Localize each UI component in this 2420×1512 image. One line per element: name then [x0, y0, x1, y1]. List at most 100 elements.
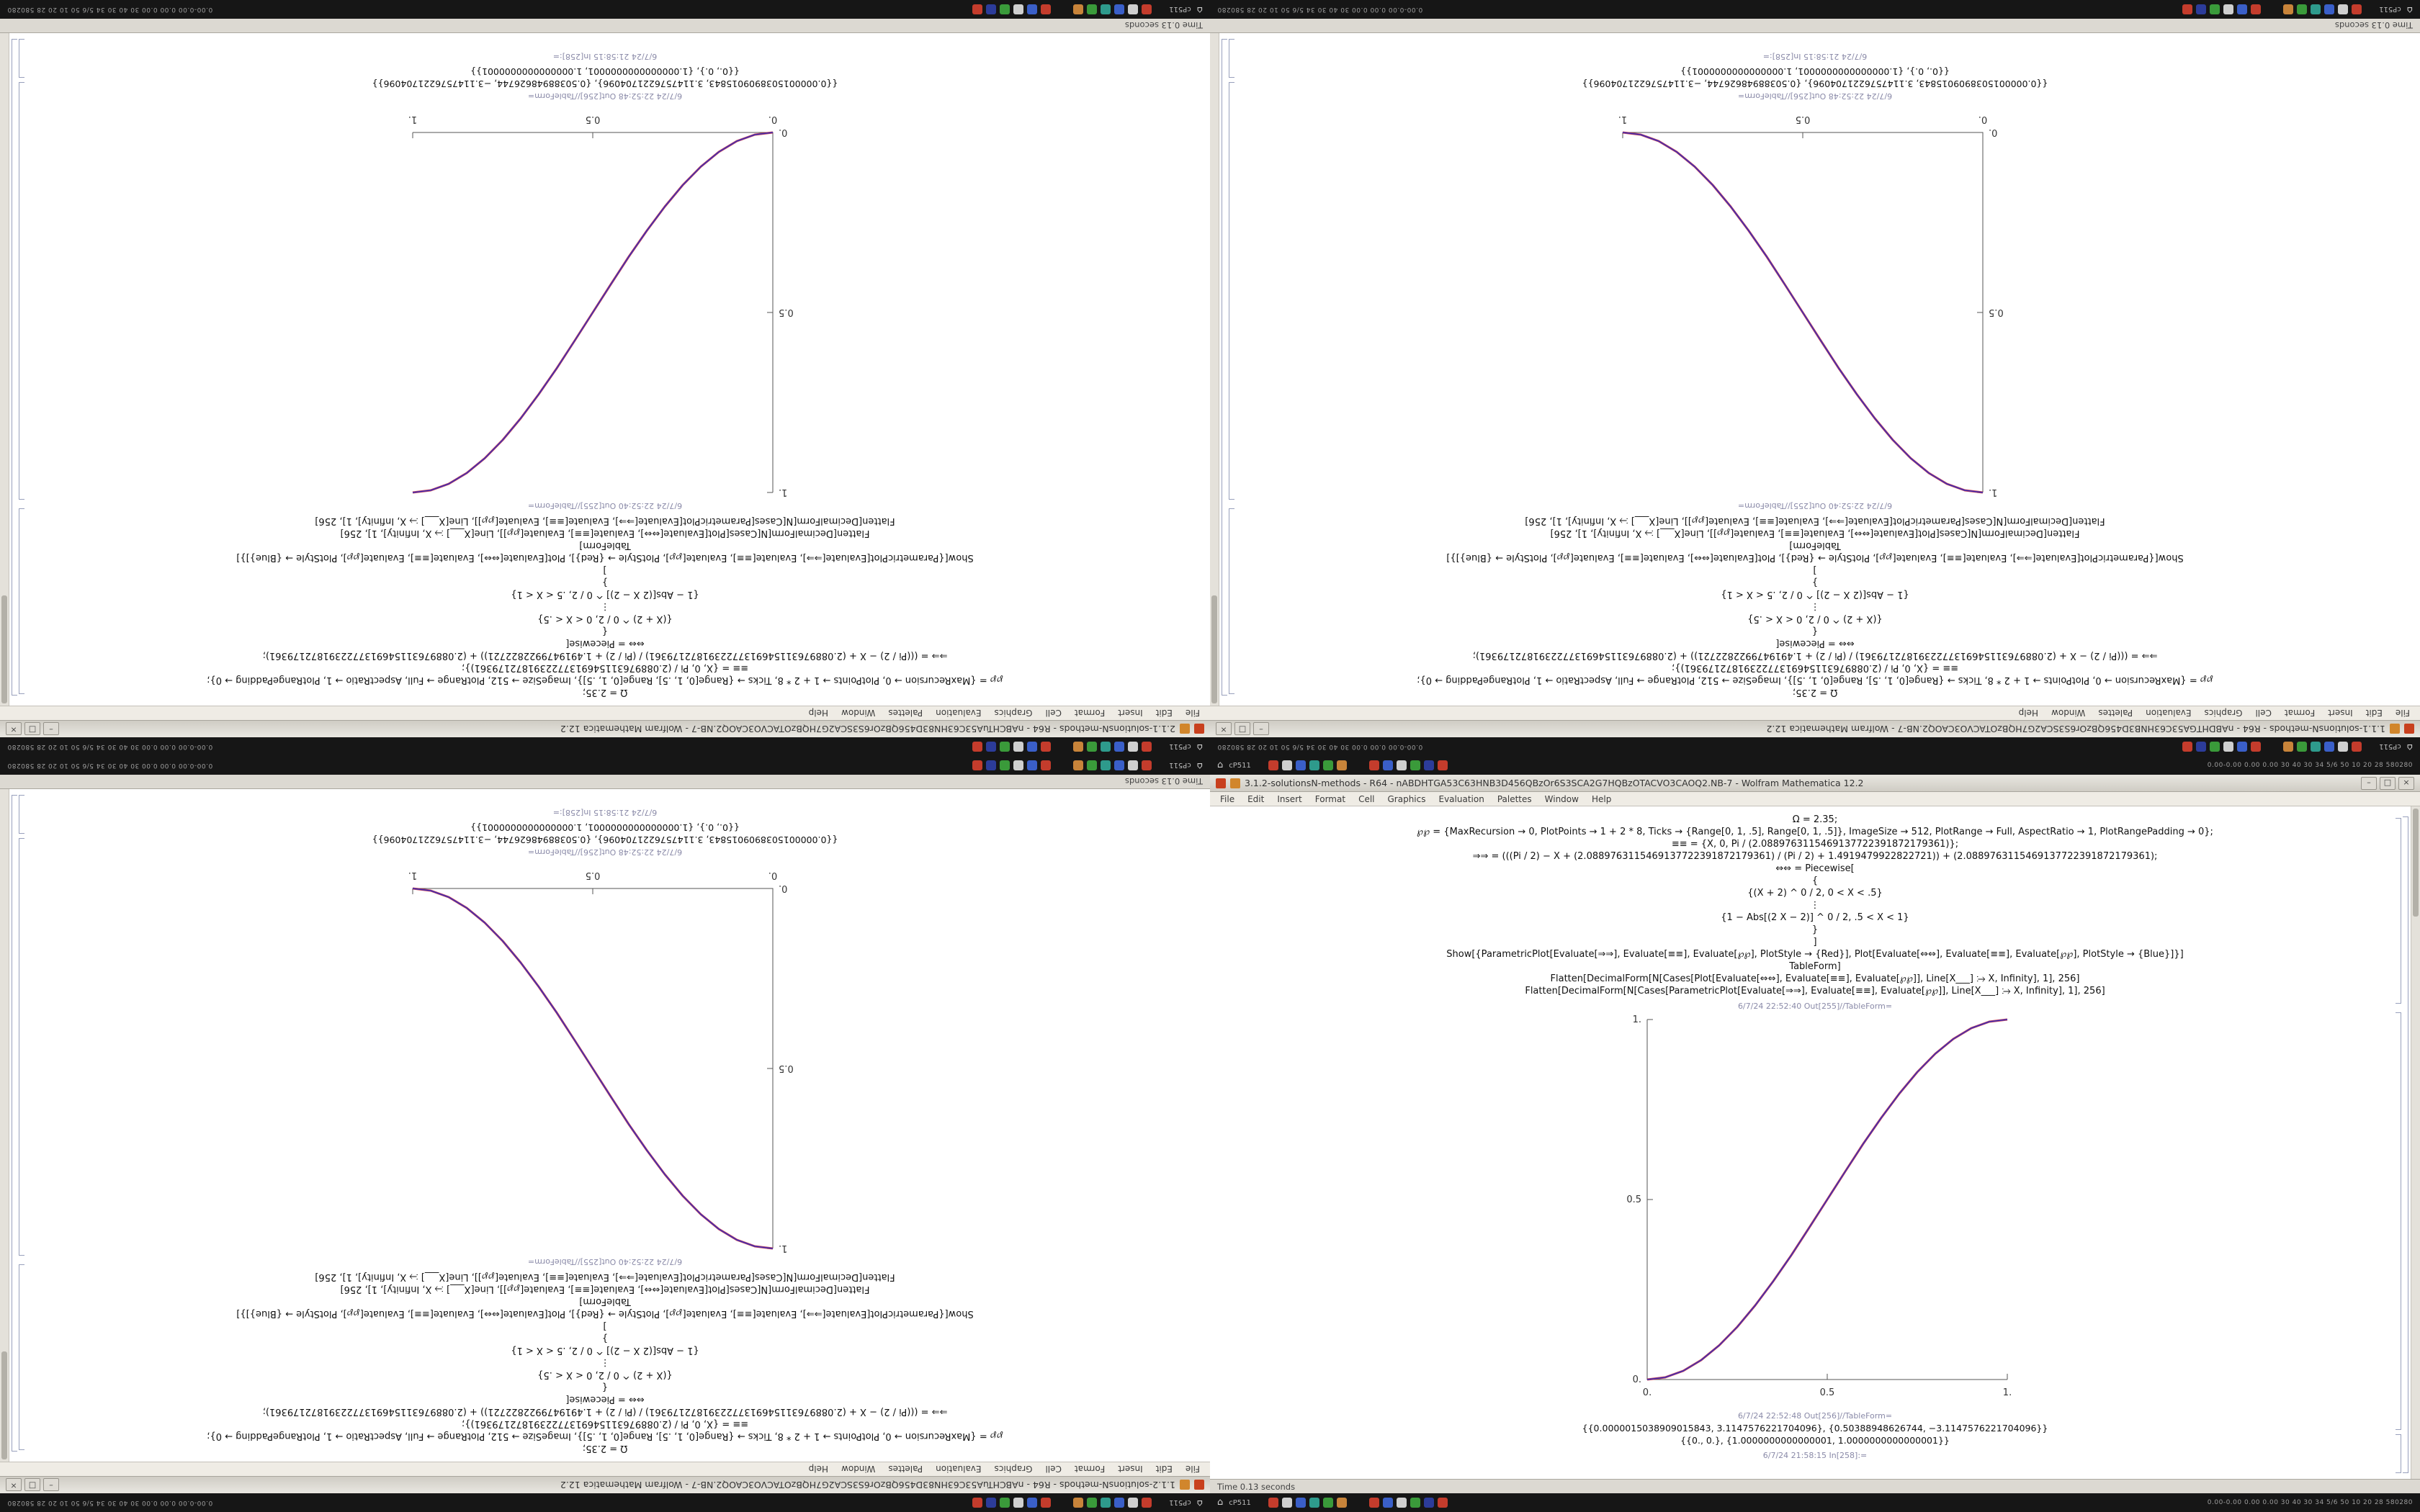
taskbar-app-icon[interactable]	[1073, 1498, 1084, 1508]
taskbar-app-icon[interactable]	[972, 760, 983, 770]
cell-bracket[interactable]	[19, 795, 24, 834]
taskbar-app-icon[interactable]	[1101, 4, 1111, 14]
taskbar-app-icon[interactable]	[1396, 1498, 1407, 1508]
input-cell-line[interactable]: ]	[603, 564, 607, 575]
scrollbar[interactable]	[1210, 33, 1219, 706]
taskbar-app-icon[interactable]	[2210, 4, 2220, 14]
cell-bracket[interactable]	[2396, 1434, 2401, 1473]
taskbar-app-icon[interactable]	[1382, 760, 1393, 770]
cell-bracket[interactable]	[19, 1264, 24, 1450]
menu-graphics[interactable]: Graphics	[1387, 793, 1426, 804]
input-cell-line[interactable]: }	[601, 1333, 609, 1344]
taskbar-app-icon[interactable]	[1268, 760, 1278, 770]
input-cell-line[interactable]: Flatten[DecimalForm[N[Cases[Plot[Evaluat…	[340, 1284, 870, 1295]
input-cell-line[interactable]: ≡≡ = {X, 0, Pi / (2.08897631154691377223…	[1671, 662, 1959, 673]
taskbar-app-icon[interactable]	[1142, 1498, 1152, 1508]
cell-group-bracket[interactable]	[2403, 816, 2408, 1473]
taskbar-app-icon[interactable]	[1000, 742, 1010, 752]
menu-edit[interactable]: Edit	[1247, 793, 1265, 804]
maximize-button[interactable]: □	[1234, 722, 1250, 736]
menu-graphics[interactable]: Graphics	[2204, 708, 2243, 719]
taskbar-app-icon[interactable]	[2297, 742, 2308, 752]
input-cell-line[interactable]: {	[601, 1382, 609, 1392]
menu-format[interactable]: Format	[2284, 708, 2316, 719]
input-cell-line[interactable]: Show[{ParametricPlot[Evaluate[⇒⇒], Evalu…	[1446, 552, 2184, 563]
cell-bracket[interactable]	[1229, 39, 1234, 78]
home-icon[interactable]: ⌂	[2406, 742, 2413, 752]
input-cell-line[interactable]: }	[1811, 924, 1819, 935]
menu-graphics[interactable]: Graphics	[994, 708, 1033, 719]
taskbar-app-icon[interactable]	[1336, 1498, 1347, 1508]
input-cell-line[interactable]: ]	[603, 1320, 607, 1331]
scrollbar-thumb[interactable]	[2413, 809, 2419, 917]
taskbar-app-icon[interactable]	[1000, 4, 1010, 14]
input-cell-line[interactable]: ≡≡ = {X, 0, Pi / (2.08897631154691377223…	[1671, 839, 1959, 850]
taskbar-app-icon[interactable]	[1423, 1498, 1434, 1508]
taskbar-app-icon[interactable]	[2223, 742, 2234, 752]
cell-group-bracket[interactable]	[12, 39, 17, 696]
taskbar-app-icon[interactable]	[1128, 760, 1139, 770]
taskbar-app-icon[interactable]	[1268, 1498, 1278, 1508]
input-cell-line[interactable]: ⋮	[600, 601, 610, 612]
menu-window[interactable]: Window	[1544, 793, 1579, 804]
taskbar-app-icon[interactable]	[1423, 760, 1434, 770]
menu-insert[interactable]: Insert	[1118, 1464, 1143, 1475]
cell-bracket[interactable]	[1229, 508, 1234, 694]
home-icon[interactable]: ⌂	[1196, 742, 1203, 752]
cell-bracket[interactable]	[19, 39, 24, 78]
taskbar-app-icon[interactable]	[2283, 4, 2294, 14]
scrollbar-thumb[interactable]	[1, 595, 7, 703]
input-cell-line[interactable]: ]	[1813, 937, 1817, 948]
input-cell-line[interactable]: Ω = 2.35;	[1792, 814, 1838, 825]
window-titlebar[interactable]: 1.1.2-solutionsN-methods - R64 - nABCHTu…	[0, 1476, 1210, 1493]
input-cell-line[interactable]: TableForm]	[1789, 540, 1841, 551]
window-titlebar[interactable]: 3.1.2-solutionsN-methods - R64 - nABDHTG…	[1210, 775, 2420, 792]
taskbar-app-icon[interactable]	[1322, 1498, 1333, 1508]
taskbar-app-icon[interactable]	[1087, 742, 1098, 752]
scrollbar[interactable]	[2411, 806, 2420, 1479]
cell-bracket[interactable]	[19, 82, 24, 500]
taskbar-app-icon[interactable]	[1041, 1498, 1052, 1508]
input-cell-line[interactable]: Flatten[DecimalForm[N[Cases[ParametricPl…	[1525, 516, 2105, 526]
input-cell-line[interactable]: {	[1811, 626, 1819, 636]
close-button[interactable]: ×	[1216, 722, 1232, 736]
input-cell-line[interactable]: ⇔⇔ = Piecewise[	[1775, 638, 1855, 649]
menu-cell[interactable]: Cell	[2255, 708, 2272, 719]
taskbar-app-icon[interactable]	[2338, 4, 2349, 14]
input-cell-line[interactable]: Show[{ParametricPlot[Evaluate[⇒⇒], Evalu…	[236, 1308, 974, 1319]
input-cell-line[interactable]: ⋮	[1810, 900, 1820, 911]
input-cell-line[interactable]: ⋮	[1810, 601, 1820, 612]
taskbar-app-icon[interactable]	[1013, 4, 1024, 14]
input-cell-line[interactable]: ⇔⇔ = Piecewise[	[565, 638, 645, 649]
input-cell-line[interactable]: {(X + 2) ^ 0 / 2, 0 < X < .5}	[537, 613, 673, 624]
taskbar-app-icon[interactable]	[1101, 742, 1111, 752]
menu-window[interactable]: Window	[841, 1464, 876, 1475]
taskbar-app-icon[interactable]	[2338, 742, 2349, 752]
taskbar-app-icon[interactable]	[1087, 4, 1098, 14]
taskbar-app-icon[interactable]	[1336, 760, 1347, 770]
menu-file[interactable]: File	[1185, 708, 1200, 719]
menu-window[interactable]: Window	[841, 708, 876, 719]
menu-evaluation[interactable]: Evaluation	[1438, 793, 1484, 804]
taskbar-app-icon[interactable]	[1000, 1498, 1010, 1508]
input-cell-line[interactable]: {(X + 2) ^ 0 / 2, 0 < X < .5}	[537, 1369, 673, 1380]
taskbar-app-icon[interactable]	[1073, 742, 1084, 752]
taskbar-app-icon[interactable]	[1013, 760, 1024, 770]
taskbar-app-icon[interactable]	[1368, 760, 1379, 770]
cell-group-bracket[interactable]	[12, 795, 17, 1452]
taskbar-app-icon[interactable]	[1087, 760, 1098, 770]
taskbar-app-icon[interactable]	[2196, 742, 2207, 752]
taskbar-app-icon[interactable]	[1114, 742, 1125, 752]
input-cell-line[interactable]: Show[{ParametricPlot[Evaluate[⇒⇒], Evalu…	[1446, 949, 2184, 960]
taskbar-app-icon[interactable]	[2251, 742, 2262, 752]
menu-file[interactable]: File	[2395, 708, 2410, 719]
cell-group-bracket[interactable]	[1222, 39, 1227, 696]
taskbar-app-icon[interactable]	[1027, 742, 1038, 752]
menu-insert[interactable]: Insert	[1118, 708, 1143, 719]
input-cell-line[interactable]: ⇒⇒ = (((Pi / 2) − X + (2.088976311546913…	[1472, 650, 2158, 661]
menu-file[interactable]: File	[1185, 1464, 1200, 1475]
menu-cell[interactable]: Cell	[1045, 1464, 1062, 1475]
window-titlebar[interactable]: 1.1.1-solutionsN-methods - R64 - nABDHTG…	[1210, 720, 2420, 737]
taskbar-app-icon[interactable]	[2223, 4, 2234, 14]
input-cell-line[interactable]: Flatten[DecimalForm[N[Cases[ParametricPl…	[315, 1272, 895, 1282]
